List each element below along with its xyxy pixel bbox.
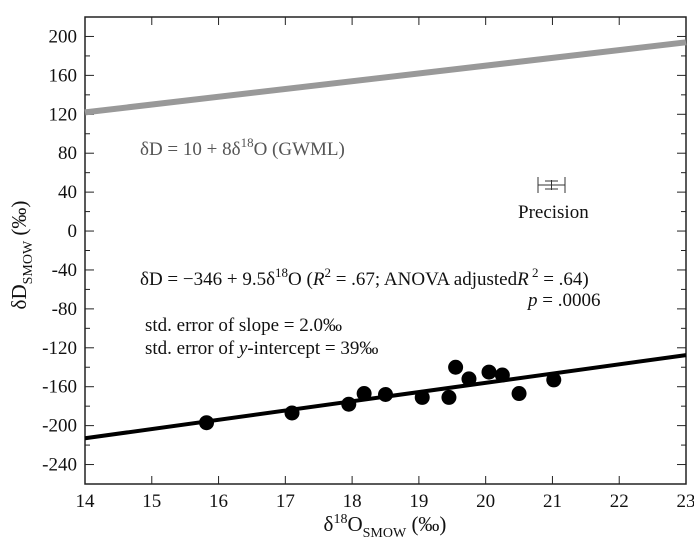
- x-tick-label: 14: [76, 491, 96, 512]
- x-label-sub: SMOW: [363, 526, 407, 541]
- y-tick-label: -200: [42, 416, 77, 437]
- data-point: [441, 389, 457, 405]
- gwml-eq-part-b: O (GWML): [254, 139, 345, 160]
- x-tick-label: 16: [209, 491, 228, 512]
- x-label-base: δ: [324, 512, 334, 536]
- data-point: [284, 405, 300, 421]
- x-label-sup: 18: [333, 512, 347, 527]
- x-label-main: O: [347, 512, 362, 536]
- precision-label: Precision: [518, 202, 589, 223]
- y-tick-label: -240: [42, 455, 77, 476]
- intercept-err-a: std. error of: [145, 338, 239, 359]
- y-label-sub: SMOW: [21, 240, 36, 284]
- plot-frame: [84, 16, 687, 485]
- fit-lines: [84, 39, 687, 441]
- y-tick-label: 160: [49, 65, 78, 86]
- precision-marker: Precision: [518, 177, 589, 223]
- y-tick-label: 200: [49, 26, 78, 47]
- data-point: [341, 396, 357, 412]
- y-tick-label: -120: [42, 338, 77, 359]
- data-point: [378, 386, 393, 402]
- reg-eq-part-b: O (: [288, 269, 313, 290]
- data-point: [461, 371, 477, 387]
- intercept-error: std. error of y-intercept = 39‰: [145, 338, 378, 359]
- plot-area: 14 15 16 17 18 19 20 21 22 23 20016012080400-40-8…: [42, 16, 694, 512]
- data-point: [356, 386, 372, 402]
- reg-eq-part-c: = .67; ANOVA adjusted: [331, 269, 518, 290]
- x-axis-ticks: 14 15 16 17 18 19 20 21 22 23: [76, 17, 694, 512]
- y-tick-label: -160: [42, 377, 77, 398]
- reg-eq-part-a: δD = −346 + 9.5δ: [140, 269, 275, 290]
- reg-eq-r2-sup: 2: [529, 265, 539, 280]
- y-tick-label: -40: [52, 260, 77, 281]
- y-label-main: δD: [7, 284, 31, 309]
- data-point: [494, 367, 510, 383]
- x-axis-label: δ18OSMOW (‰): [324, 512, 447, 541]
- y-tick-label: 40: [58, 182, 77, 203]
- x-tick-label: 17: [276, 491, 295, 512]
- x-label-unit: (‰): [406, 512, 446, 536]
- x-tick-label: 20: [476, 491, 495, 512]
- y-tick-label: -80: [52, 299, 77, 320]
- gwml-eq-sup: 18: [241, 135, 254, 150]
- intercept-err-b: -intercept = 39‰: [247, 338, 378, 359]
- data-points: [199, 359, 562, 431]
- x-tick-label: 15: [142, 491, 161, 512]
- gwml-eq-part-a: δD = 10 + 8δ: [140, 139, 241, 160]
- gwml-line: [84, 39, 687, 116]
- x-tick-label: 23: [677, 491, 694, 512]
- p-letter: p: [526, 290, 538, 311]
- data-point: [199, 415, 215, 431]
- x-tick-label: 19: [409, 491, 428, 512]
- x-tick-label: 21: [543, 491, 562, 512]
- slope-error: std. error of slope = 2.0‰: [145, 315, 342, 336]
- y-label-unit: (‰): [7, 201, 31, 241]
- gwml-equation: δD = 10 + 8δ18O (GWML): [140, 135, 345, 160]
- data-point: [511, 386, 527, 402]
- regression-equation: δD = −346 + 9.5δ18O (R2 = .67; ANOVA adj…: [140, 265, 589, 290]
- y-tick-label: 0: [68, 221, 78, 242]
- reg-eq-r2: R: [516, 269, 529, 290]
- y-axis-ticks: 200 160 120 80 40 0 -40 -80 -120 -160 -200 -240: [42, 16, 686, 485]
- p-rest: = .0006: [538, 290, 601, 311]
- reg-eq-r: R: [312, 269, 325, 290]
- data-point: [481, 364, 497, 380]
- x-tick-label: 22: [610, 491, 629, 512]
- y-axis-label: δDSMOW (‰): [7, 201, 36, 310]
- data-point: [414, 389, 430, 405]
- x-tick-label: 18: [343, 491, 362, 512]
- y-tick-label: 80: [58, 143, 77, 164]
- data-point: [448, 359, 464, 375]
- reg-eq-r-sup: 2: [324, 265, 331, 280]
- reg-eq-sup: 18: [275, 265, 288, 280]
- p-value: p = .0006: [526, 290, 600, 311]
- intercept-err-y: y: [237, 338, 248, 359]
- data-point: [546, 372, 562, 388]
- y-tick-label: 120: [49, 104, 78, 125]
- reg-eq-part-d: = .64): [538, 269, 588, 290]
